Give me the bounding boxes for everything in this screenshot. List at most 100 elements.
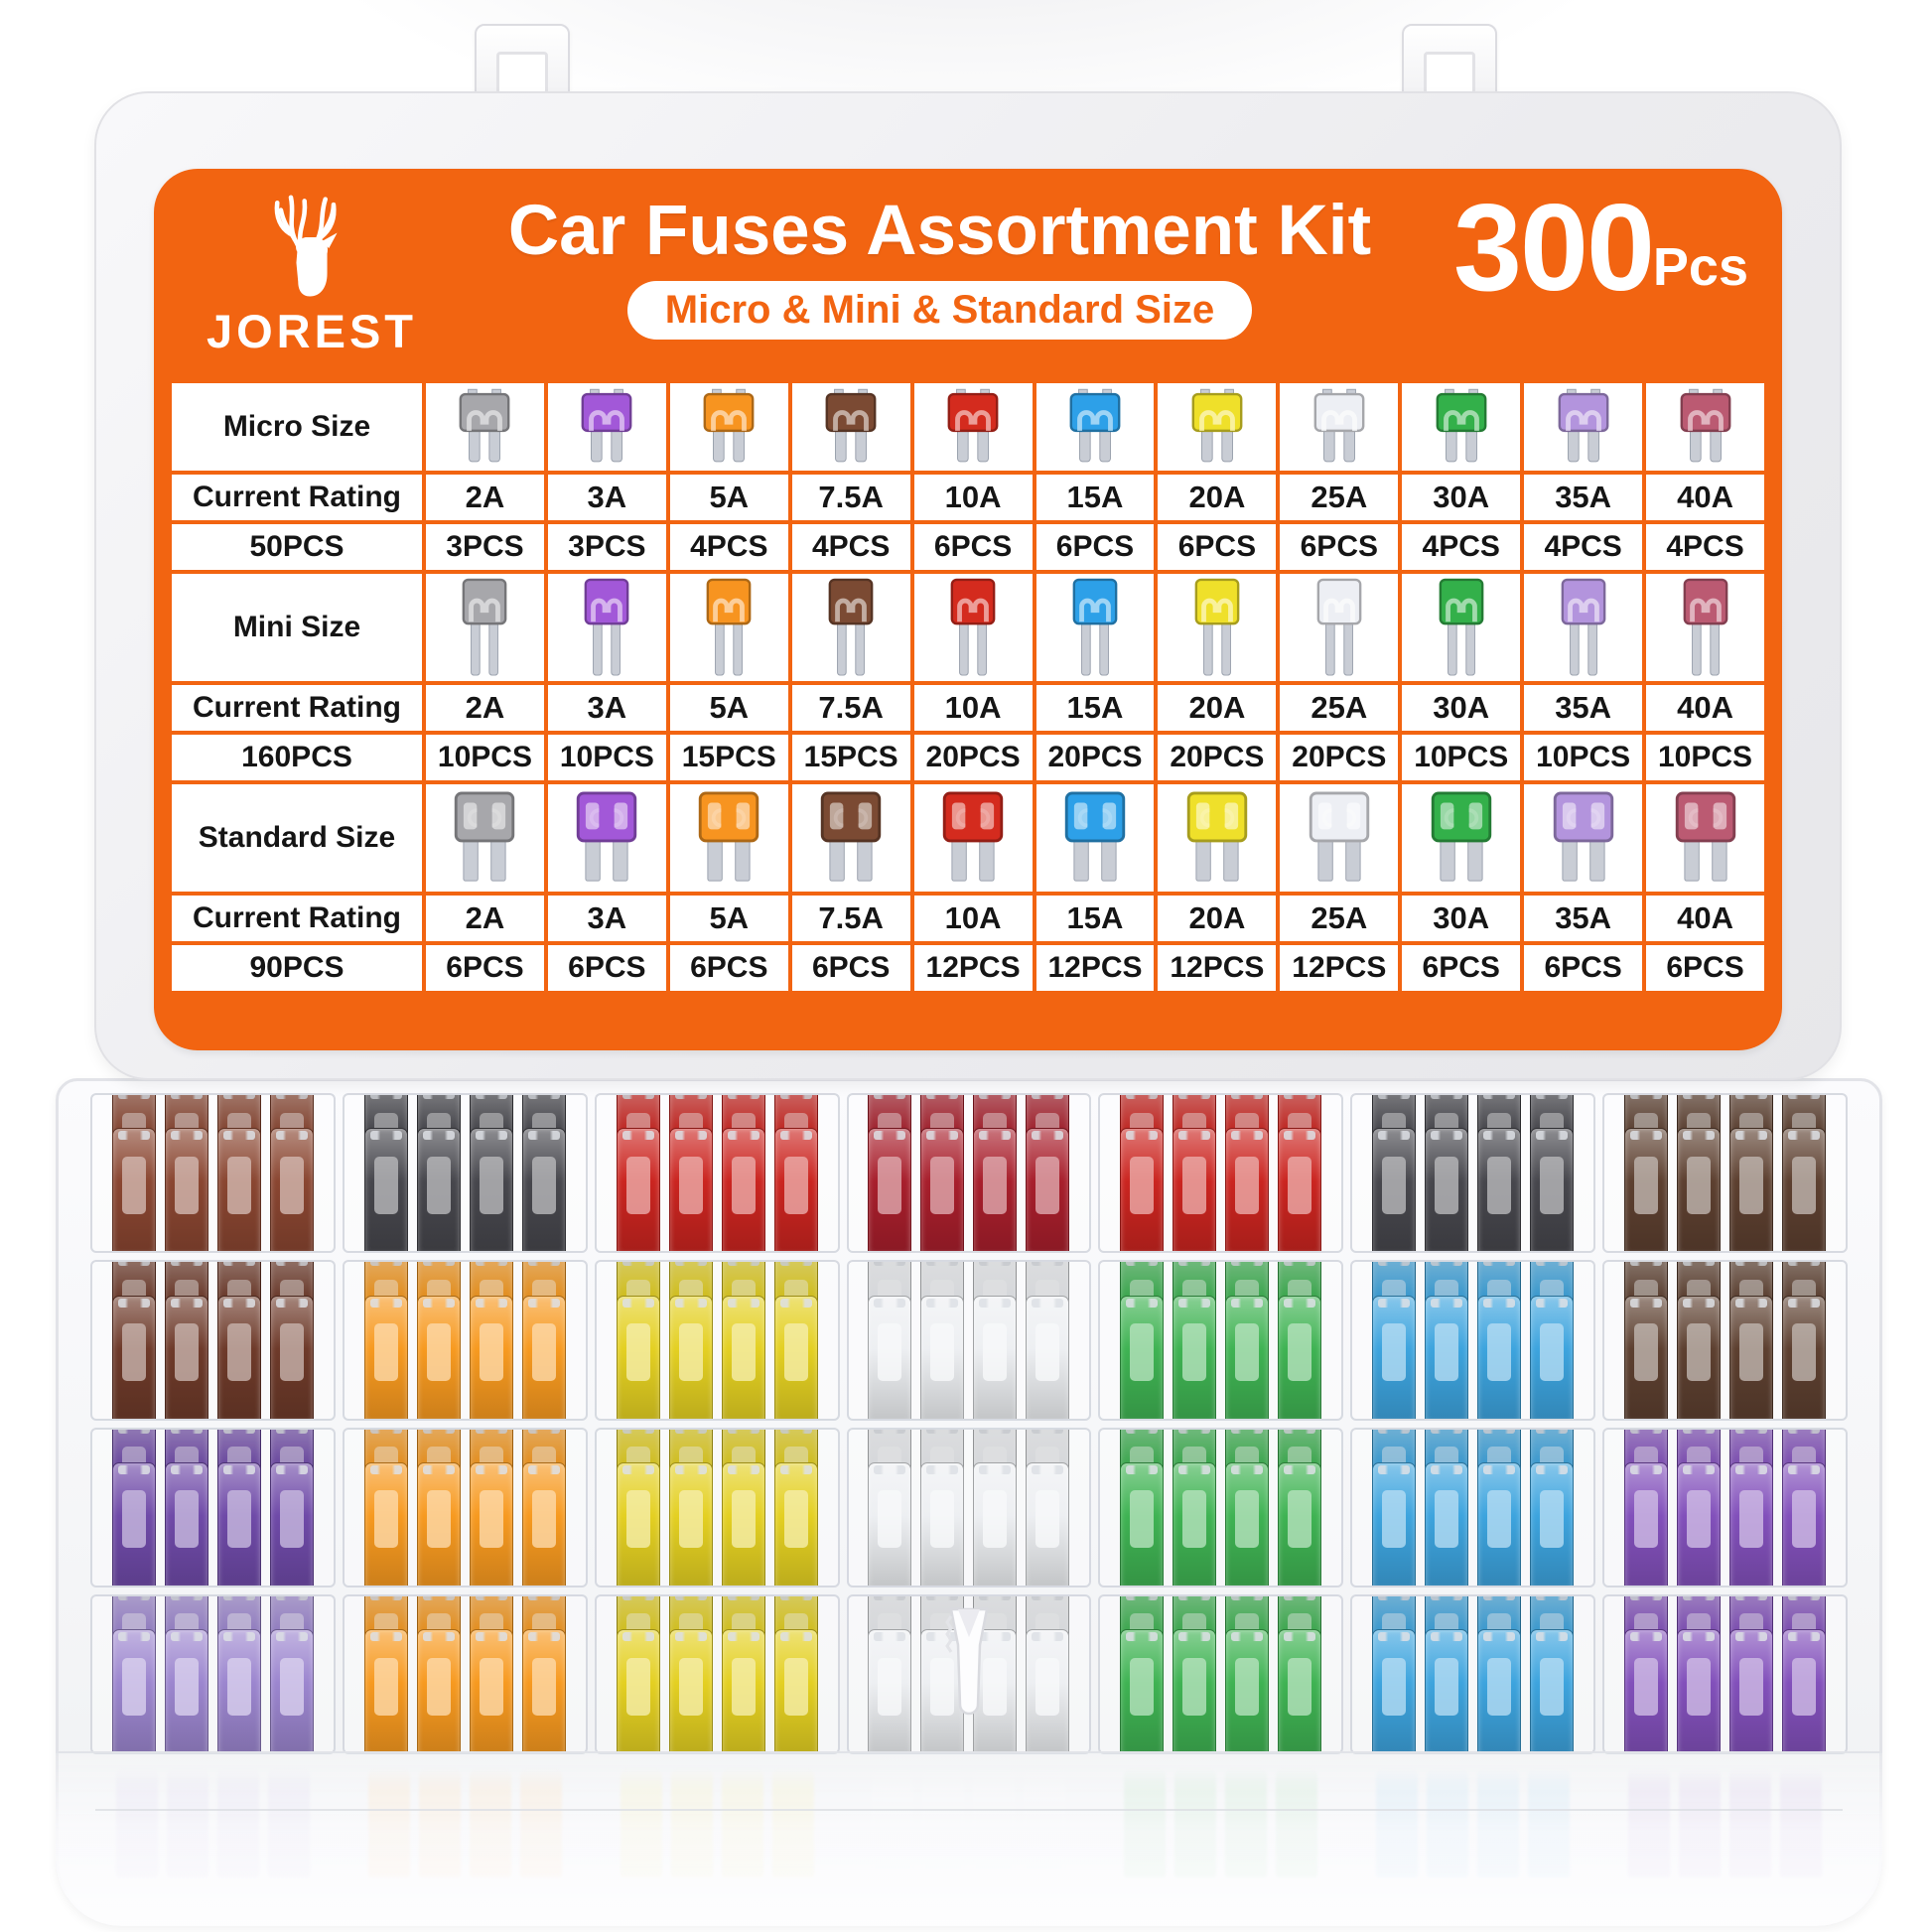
fuse [164,1128,208,1252]
count-value: 10PCS [426,735,544,780]
count-value: 20PCS [1158,735,1277,780]
fuse-window [1235,1156,1260,1214]
fuse-row-front [345,1629,586,1752]
amp-value: 40A [1646,685,1764,731]
size-label-standard: Standard Size [172,784,422,892]
piece-count-number: 300 [1453,180,1655,317]
compartment-r3-c4 [846,1427,1092,1587]
micro-fuse-icon-25a [1280,383,1399,471]
fuse-window [479,1657,503,1716]
amp-value: 7.5A [791,475,910,520]
fuse [1677,1461,1722,1586]
count-value: 12PCS [1280,945,1399,991]
fuse [1425,1461,1469,1586]
count-value: 6PCS [913,524,1033,570]
fuse [469,1461,513,1586]
count-value: 6PCS [1280,524,1399,570]
fuse-window [1739,1490,1764,1549]
fuse [216,1629,261,1752]
fuse-window [1382,1490,1407,1549]
fuse [1173,1128,1217,1252]
compartment-r4-c2 [342,1593,588,1754]
fuse-window [983,1156,1008,1214]
fuse [1677,1128,1722,1252]
count-value: 6PCS [1035,524,1155,570]
fuse-window [531,1156,556,1214]
fuse [521,1461,566,1586]
fuse [1729,1461,1774,1586]
amp-value: 20A [1158,685,1277,731]
size-badge: Micro & Mini & Standard Size [626,280,1253,340]
fuse-window [1487,1490,1512,1549]
fuse-window [174,1156,199,1214]
fuse [1120,1461,1165,1586]
count-value: 20PCS [1035,735,1155,780]
fuse [1120,1295,1165,1419]
count-value: 4PCS [791,524,910,570]
count-value: 6PCS [426,945,544,991]
fuse [868,1629,912,1752]
fuse [269,1128,314,1252]
fuse-window [1540,1657,1565,1716]
fuse-window [1035,1156,1060,1214]
fuse-window [1035,1323,1060,1382]
fuse [1026,1461,1070,1586]
fuse-window [1739,1657,1764,1716]
amp-value: 7.5A [791,685,910,731]
fuse-row-front [1604,1461,1846,1586]
fuse-row-front [1604,1295,1846,1419]
fuse-window [174,1657,199,1716]
fuse [111,1629,156,1752]
amp-value: 20A [1158,475,1277,520]
fuse [920,1629,965,1752]
micro-fuse-icon-5a [669,383,788,471]
fuse-window [279,1657,304,1716]
amp-value: 5A [669,475,788,520]
fuse [1372,1128,1417,1252]
compartment-r1-c2 [342,1093,588,1254]
fuse-window [121,1657,146,1716]
fuse [1173,1295,1217,1419]
amp-value: 30A [1402,475,1521,520]
compartment-r1-c1 [90,1093,336,1254]
fuse-window [678,1657,703,1716]
fuse [773,1295,818,1419]
fuse [1729,1295,1774,1419]
fuse [416,1295,461,1419]
total-count-mini: 160PCS [172,735,422,780]
fuse-window [226,1490,251,1549]
fuse [111,1461,156,1586]
size-label-mini: Mini Size [172,574,422,681]
fuse [920,1128,965,1252]
fuse-window [878,1657,902,1716]
count-value: 15PCS [791,735,910,780]
count-value: 6PCS [791,945,910,991]
fuse-window [1035,1490,1060,1549]
fuse-window [1130,1156,1155,1214]
fuse [216,1128,261,1252]
fuse [773,1629,818,1752]
fuse [521,1295,566,1419]
piece-count: 300 Pcs [1444,180,1754,317]
piece-count-unit: Pcs [1652,236,1748,297]
compartment-r2-c2 [342,1260,588,1421]
fuse-window [479,1323,503,1382]
fuse-window [1130,1323,1155,1382]
fuse-window [426,1323,451,1382]
fuse-window [731,1490,756,1549]
fuse-window [878,1323,902,1382]
fuse-window [783,1323,808,1382]
fuse-window [625,1657,650,1716]
fuse-window [373,1657,398,1716]
fuse-window [373,1490,398,1549]
compartment-r2-c4 [846,1260,1092,1421]
rating-label-mini: Current Rating [172,685,422,731]
fuse-window [1634,1323,1659,1382]
fuse [1173,1629,1217,1752]
amp-value: 15A [1035,896,1155,941]
fuse [269,1295,314,1419]
fuse-window [731,1323,756,1382]
compartment-r2-c1 [90,1260,336,1421]
count-value: 10PCS [1524,735,1643,780]
fuse [1477,1629,1522,1752]
